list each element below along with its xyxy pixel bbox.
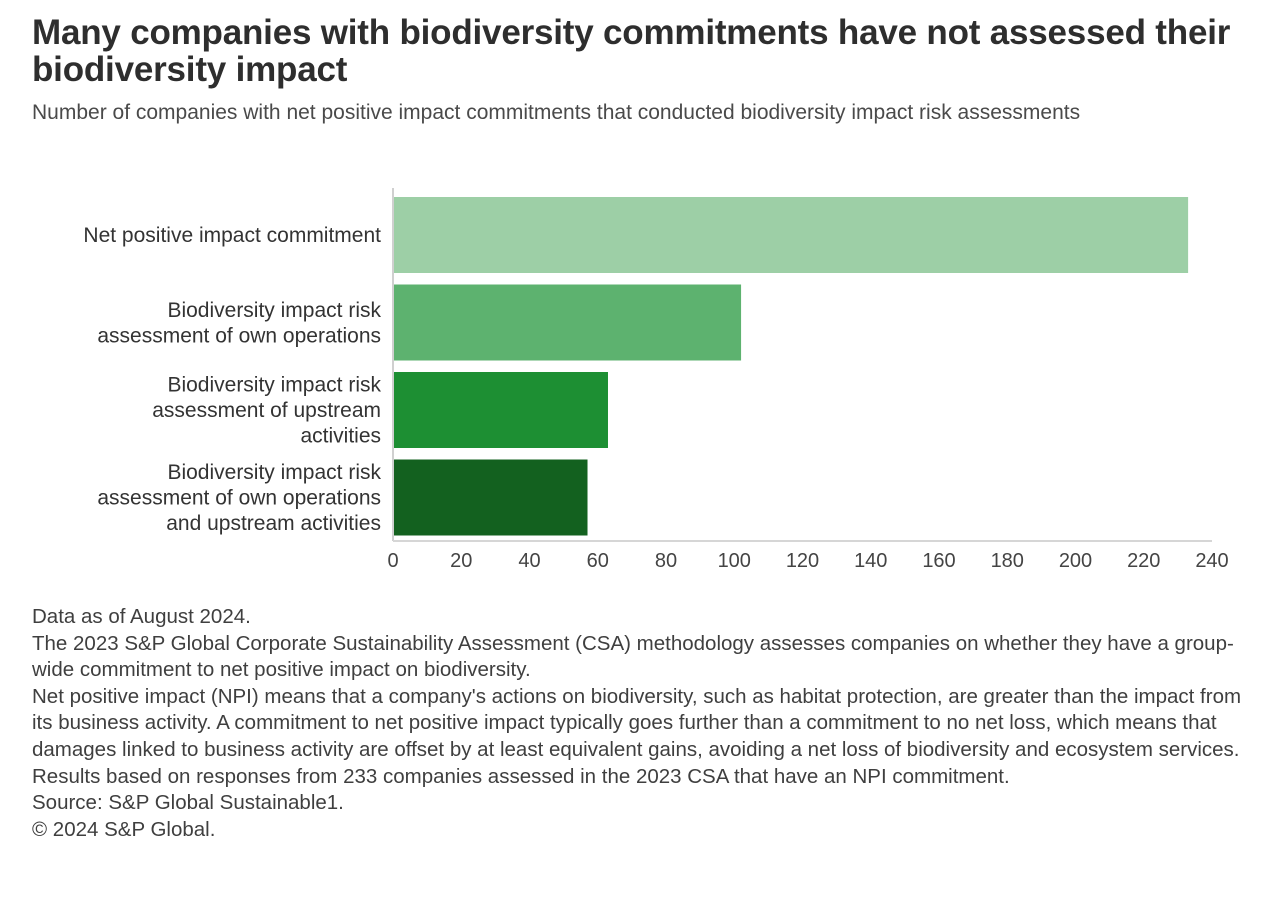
x-tick-label: 0 bbox=[387, 550, 398, 572]
category-label-line: Biodiversity impact risk bbox=[167, 461, 381, 484]
note-npi-definition: Net positive impact (NPI) means that a c… bbox=[32, 684, 1242, 761]
x-tick-label: 20 bbox=[450, 550, 472, 572]
x-tick-label: 160 bbox=[922, 550, 955, 572]
x-tick-label: 140 bbox=[854, 550, 887, 572]
category-label-line: and upstream activities bbox=[166, 512, 381, 535]
chart-subtitle: Number of companies with net positive im… bbox=[32, 101, 1081, 124]
category-label-3: Biodiversity impact risk assessment of up… bbox=[152, 374, 381, 448]
bar-4 bbox=[393, 459, 588, 536]
chart-title: Many companies with biodiversity commitm… bbox=[32, 13, 1231, 89]
bar-chart: Net positive impact commitment Biodiversi… bbox=[83, 188, 1229, 572]
note-date: Data as of August 2024. bbox=[32, 605, 251, 628]
x-tick-label: 120 bbox=[786, 550, 819, 572]
note-source: Source: S&P Global Sustainable1. bbox=[32, 791, 344, 815]
category-label-2: Biodiversity impact risk assessment of ow… bbox=[97, 299, 381, 348]
category-label-1: Net positive impact commitment bbox=[83, 224, 381, 247]
x-tick-label: 100 bbox=[718, 550, 751, 572]
x-tick-label: 80 bbox=[655, 550, 677, 572]
note-methodology: The 2023 S&P Global Corporate Sustainabi… bbox=[32, 631, 1234, 682]
x-axis-ticks: 0 20 40 60 80 100 120 140 160 180 200 220 240 bbox=[387, 550, 1228, 572]
category-label-4: Biodiversity impact risk assessment of ow… bbox=[97, 461, 381, 535]
x-tick-label: 220 bbox=[1127, 550, 1160, 572]
bar-3 bbox=[393, 372, 608, 448]
x-tick-label: 240 bbox=[1195, 550, 1228, 572]
note-sample: Results based on responses from 233 comp… bbox=[32, 764, 1010, 788]
footnotes: Data as of August 2024. The 2023 S&P Glo… bbox=[32, 604, 1247, 843]
category-label-line: Biodiversity impact risk bbox=[167, 374, 381, 397]
x-tick-label: 40 bbox=[518, 550, 540, 572]
category-label-line: assessment of upstream bbox=[152, 399, 381, 422]
bars-group bbox=[393, 197, 1189, 536]
bar-1 bbox=[393, 197, 1189, 273]
bar-2 bbox=[393, 284, 742, 361]
header: Many companies with biodiversity commitm… bbox=[32, 14, 1242, 127]
category-label-line: activities bbox=[300, 425, 381, 448]
x-tick-label: 60 bbox=[587, 550, 609, 572]
category-labels: Net positive impact commitment Biodiversi… bbox=[83, 224, 381, 535]
category-label-line: assessment of own operations bbox=[97, 324, 381, 347]
category-label-line: Net positive impact commitment bbox=[83, 224, 381, 247]
x-tick-label: 180 bbox=[991, 550, 1024, 572]
category-label-line: Biodiversity impact risk bbox=[167, 299, 381, 322]
x-tick-label: 200 bbox=[1059, 550, 1092, 572]
category-label-line: assessment of own operations bbox=[97, 487, 381, 510]
note-copyright: © 2024 S&P Global. bbox=[32, 817, 216, 841]
